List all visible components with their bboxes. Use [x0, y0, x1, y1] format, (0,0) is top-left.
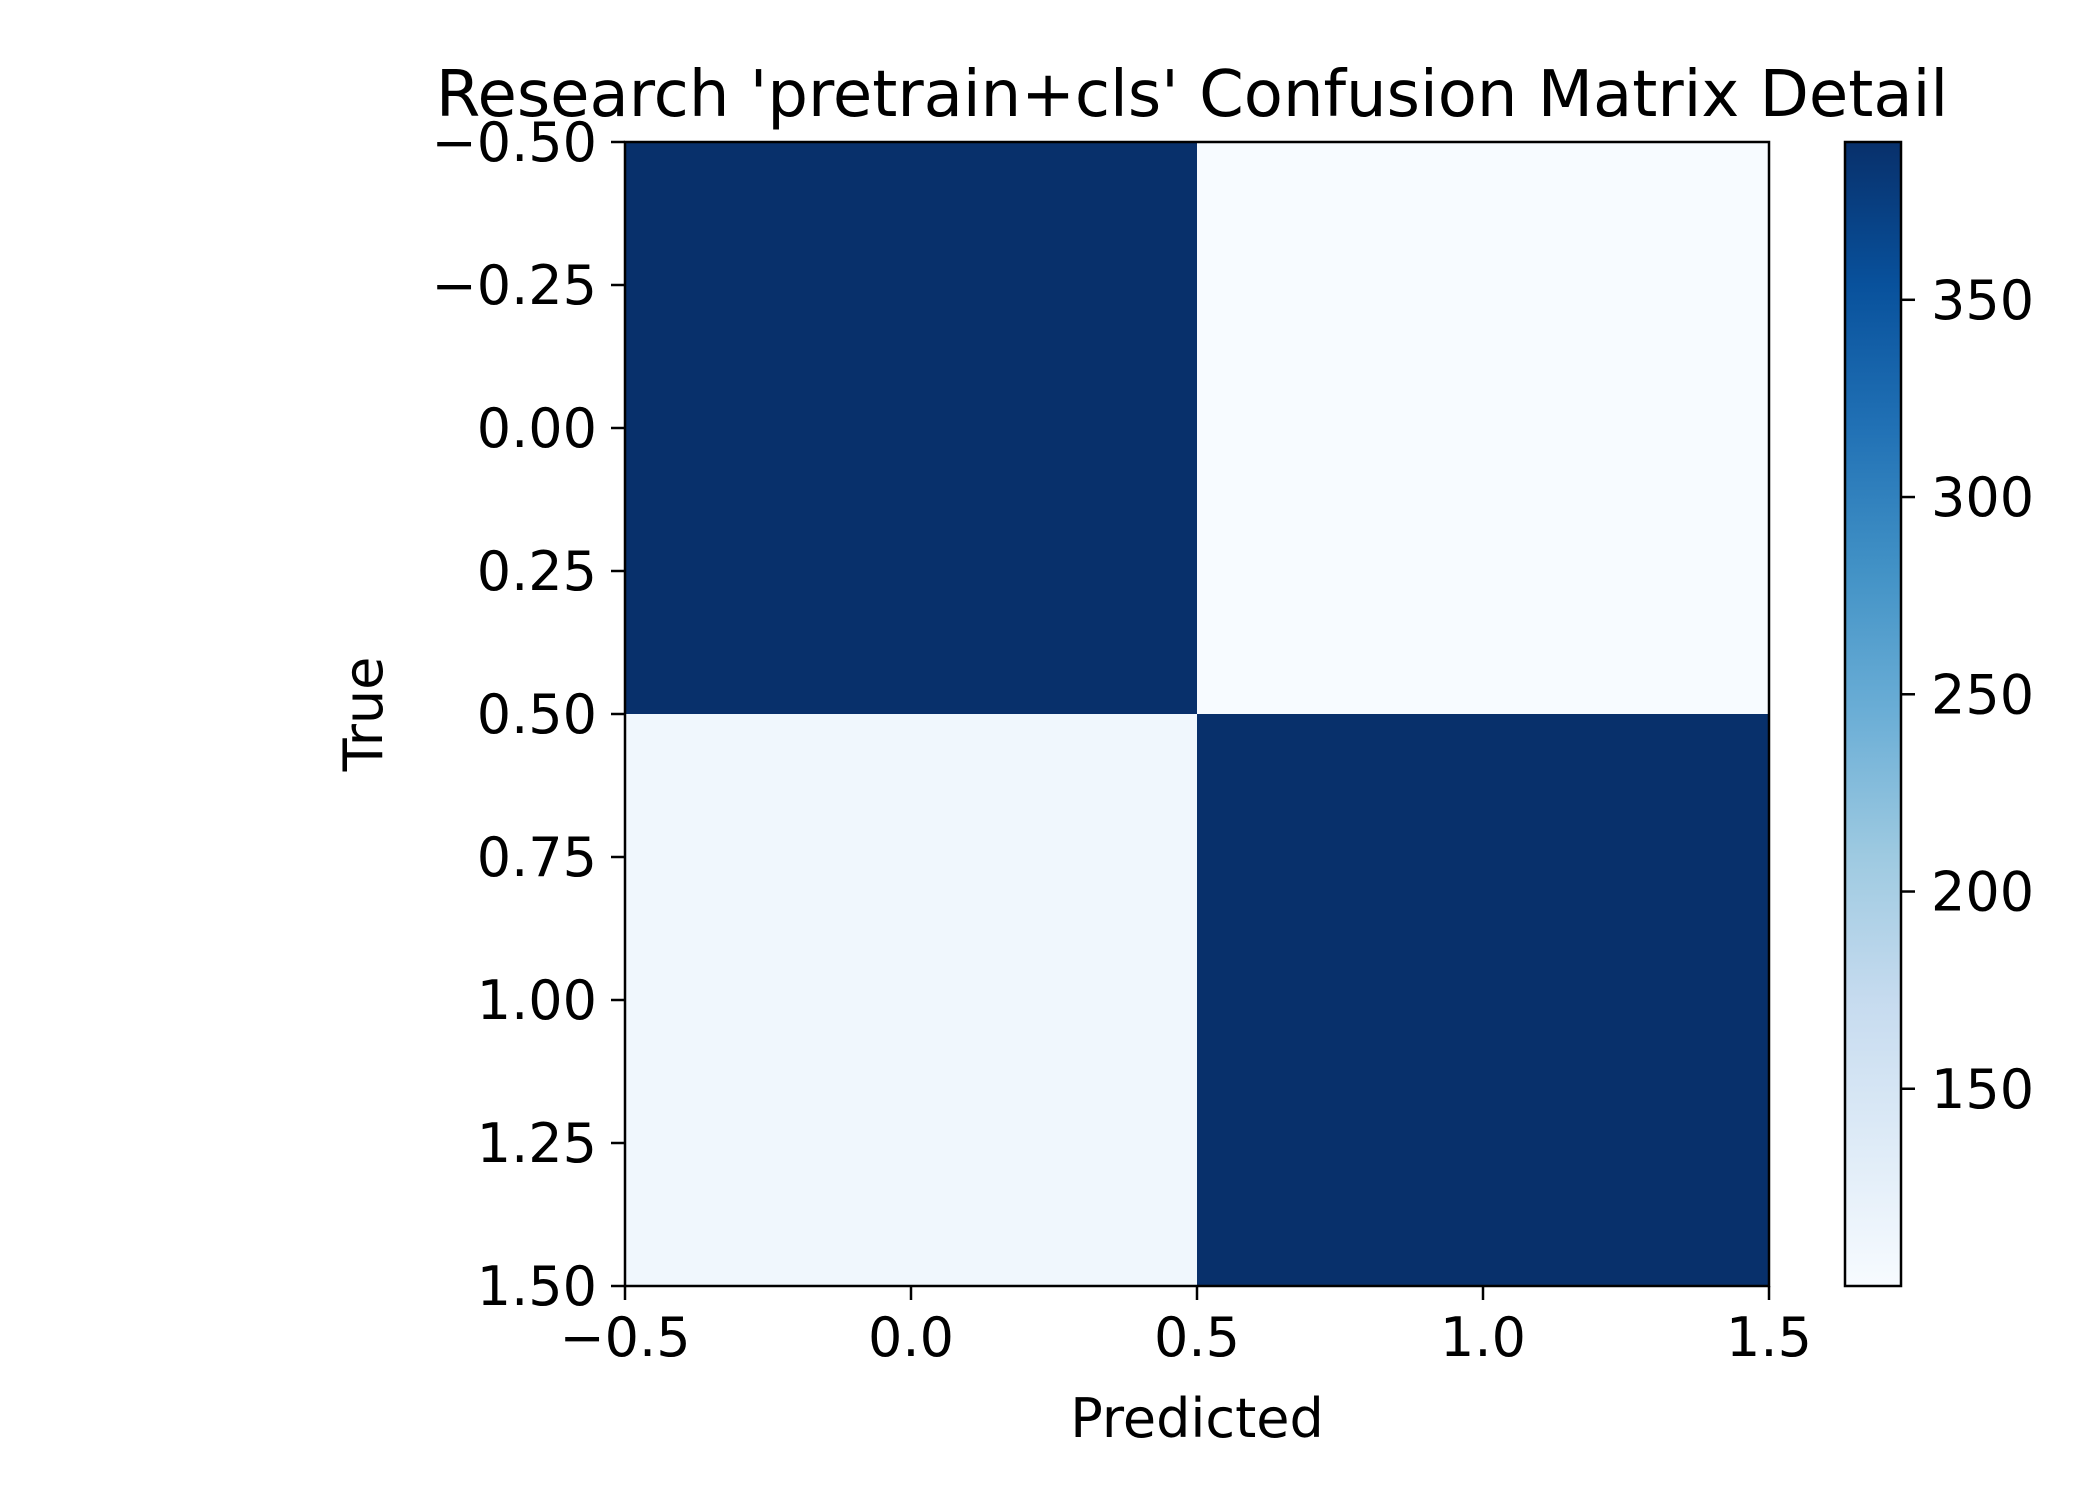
colorbar-tick-label: 300 [1931, 466, 2034, 529]
x-tick-label: −0.5 [559, 1306, 690, 1369]
colorbar-tick-label: 200 [1931, 861, 2034, 924]
matrix-cell-0-1 [1197, 142, 1769, 714]
y-tick-label: −0.50 [432, 111, 597, 174]
y-axis-ticks: −0.50 −0.25 0.00 0.25 0.50 0.75 1.00 1.25 1.50 [432, 111, 625, 1318]
colorbar-tick-label: 150 [1931, 1058, 2034, 1121]
x-axis-label: Predicted [1070, 1387, 1324, 1450]
y-tick-label: 0.75 [477, 826, 597, 889]
colorbar [1843, 140, 1903, 1288]
y-tick-label: 1.50 [477, 1255, 597, 1318]
y-tick-label: −0.25 [432, 254, 597, 317]
matrix-cell-0-0 [625, 142, 1197, 714]
y-tick-label: 0.50 [477, 683, 597, 746]
y-tick-label: 1.00 [477, 969, 597, 1032]
colorbar-tick-label: 250 [1931, 663, 2034, 726]
x-tick-label: 0.0 [868, 1306, 954, 1369]
x-tick-label: 0.5 [1154, 1306, 1240, 1369]
x-axis-ticks: −0.5 0.0 0.5 1.0 1.5 [559, 1286, 1812, 1369]
matrix-cells [625, 142, 1769, 1286]
colorbar-ticks: 150 200 250 300 350 [1901, 269, 2034, 1121]
matrix-cell-1-1 [1197, 714, 1769, 1286]
chart-title: Research 'pretrain+cls' Confusion Matrix… [436, 58, 1948, 132]
matrix-cell-1-0 [625, 714, 1197, 1286]
y-tick-label: 0.25 [477, 540, 597, 603]
x-tick-label: 1.0 [1440, 1306, 1526, 1369]
y-tick-label: 1.25 [477, 1112, 597, 1175]
y-axis-label: True [332, 657, 395, 773]
colorbar-tick-label: 350 [1931, 269, 2034, 332]
x-tick-label: 1.5 [1726, 1306, 1812, 1369]
y-tick-label: 0.00 [477, 397, 597, 460]
